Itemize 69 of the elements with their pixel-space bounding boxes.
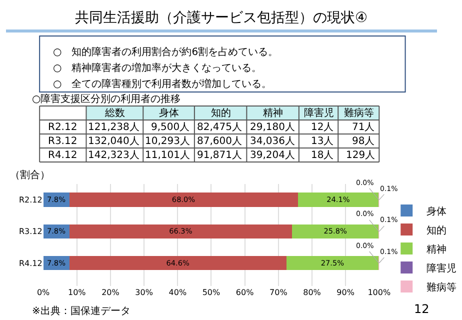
x-tick-label: 20%: [102, 288, 120, 297]
text: 142,323人: [88, 150, 140, 161]
x-tick-label: 70%: [270, 288, 288, 297]
bar: [292, 224, 379, 239]
data-label: 7.8%: [46, 195, 66, 204]
x-tick-label: 10%: [68, 288, 86, 297]
text: 10,293人: [145, 136, 190, 147]
category-label: 知的: [211, 107, 231, 119]
text: 29,180人: [250, 122, 295, 133]
data-label: 24.1%: [326, 195, 350, 204]
category-label: R3.12: [48, 136, 78, 147]
text: ○ 知的障害者の利用割合が約6割を占めている。: [53, 46, 278, 58]
data-label: 64.6%: [166, 258, 190, 268]
x-tick-label: 50%: [202, 288, 221, 297]
text: 121,238人: [88, 122, 140, 133]
x-tick-label: 90%: [336, 288, 355, 297]
text: 共同生活援助（介護サービス包括型）の現状④: [75, 10, 368, 26]
text: 18人: [311, 150, 334, 161]
legend-label: 身体: [426, 205, 447, 218]
text: 82,475人: [197, 122, 242, 133]
data-label: 7.8%: [46, 226, 66, 236]
text: 12人: [311, 122, 334, 133]
category-label: 障害児: [304, 107, 334, 119]
text: 9,500人: [151, 122, 190, 133]
category-label: 精神: [263, 107, 283, 119]
x-tick-label: 60%: [236, 288, 254, 297]
category-label: R4.12: [48, 150, 78, 161]
x-tick-label: 40%: [168, 288, 187, 297]
text: 87,600人: [197, 136, 242, 147]
text: ○ 精神障害者の増加率が大きくなっている。: [53, 62, 262, 74]
category-label: 難病等: [344, 107, 374, 119]
x-tick-label: 30%: [135, 288, 154, 297]
text: 71人: [352, 122, 375, 133]
data-label: 66.3%: [169, 226, 192, 236]
y-tick-label: R4.12: [18, 258, 42, 268]
text: 39,204人: [250, 150, 295, 161]
x-tick-label: 80%: [303, 288, 322, 297]
text: ※出典：国保連データ: [32, 305, 130, 317]
data-label: 27.5%: [320, 258, 344, 268]
text: 91,871人: [197, 150, 242, 161]
bar: [298, 192, 379, 207]
legend-label: 精神: [426, 243, 447, 256]
data-label: 25.8%: [324, 226, 347, 236]
text: 34,036人: [250, 136, 295, 147]
text: 11,101人: [145, 150, 190, 161]
legend-label: 知的: [426, 224, 447, 236]
text: 98人: [352, 136, 375, 147]
category-label: R2.12: [48, 122, 78, 133]
y-tick-label: R3.12: [18, 227, 42, 236]
text: ○障害支援区分別の利用者の推移: [32, 93, 181, 105]
legend-label: 難病等: [426, 281, 457, 294]
x-tick-label: 100%: [368, 288, 391, 297]
bar: [286, 256, 379, 270]
text: 132,040人: [88, 136, 140, 147]
bar: [70, 256, 286, 270]
text: 129人: [346, 150, 376, 161]
category-label: 総数: [104, 107, 125, 119]
text: ○ 全ての障害種別で利用者数が増加している。: [53, 78, 272, 90]
text: 12: [414, 302, 430, 316]
bar: [70, 192, 298, 207]
x-tick-label: 0%: [36, 288, 50, 297]
y-axis-title: （割合）: [10, 169, 50, 181]
bar: [70, 224, 292, 239]
category-label: 身体: [159, 107, 179, 119]
legend-label: 障害児: [426, 262, 457, 274]
y-tick-label: R2.12: [18, 196, 42, 205]
data-label: 7.8%: [46, 258, 66, 268]
text: 13人: [311, 136, 334, 147]
data-label: 68.0%: [172, 195, 196, 204]
